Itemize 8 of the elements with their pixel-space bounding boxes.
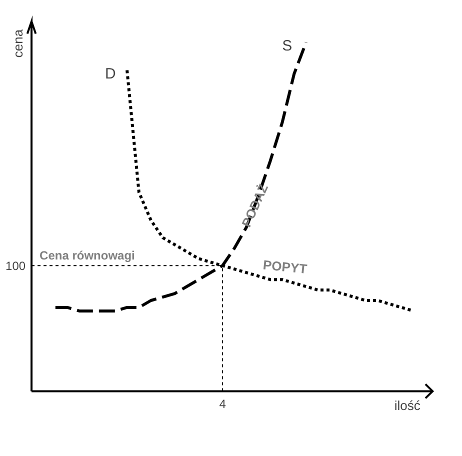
y-axis-title: cena — [10, 28, 26, 58]
ref-line-label: Cena równowagi — [40, 248, 135, 263]
x-axis-title: ilość — [394, 398, 421, 414]
text: 4 — [219, 397, 226, 412]
annotation: POPYT — [262, 257, 308, 276]
series-label: S — [282, 37, 292, 54]
text: 100 — [6, 259, 26, 274]
series-label: D — [105, 65, 116, 82]
